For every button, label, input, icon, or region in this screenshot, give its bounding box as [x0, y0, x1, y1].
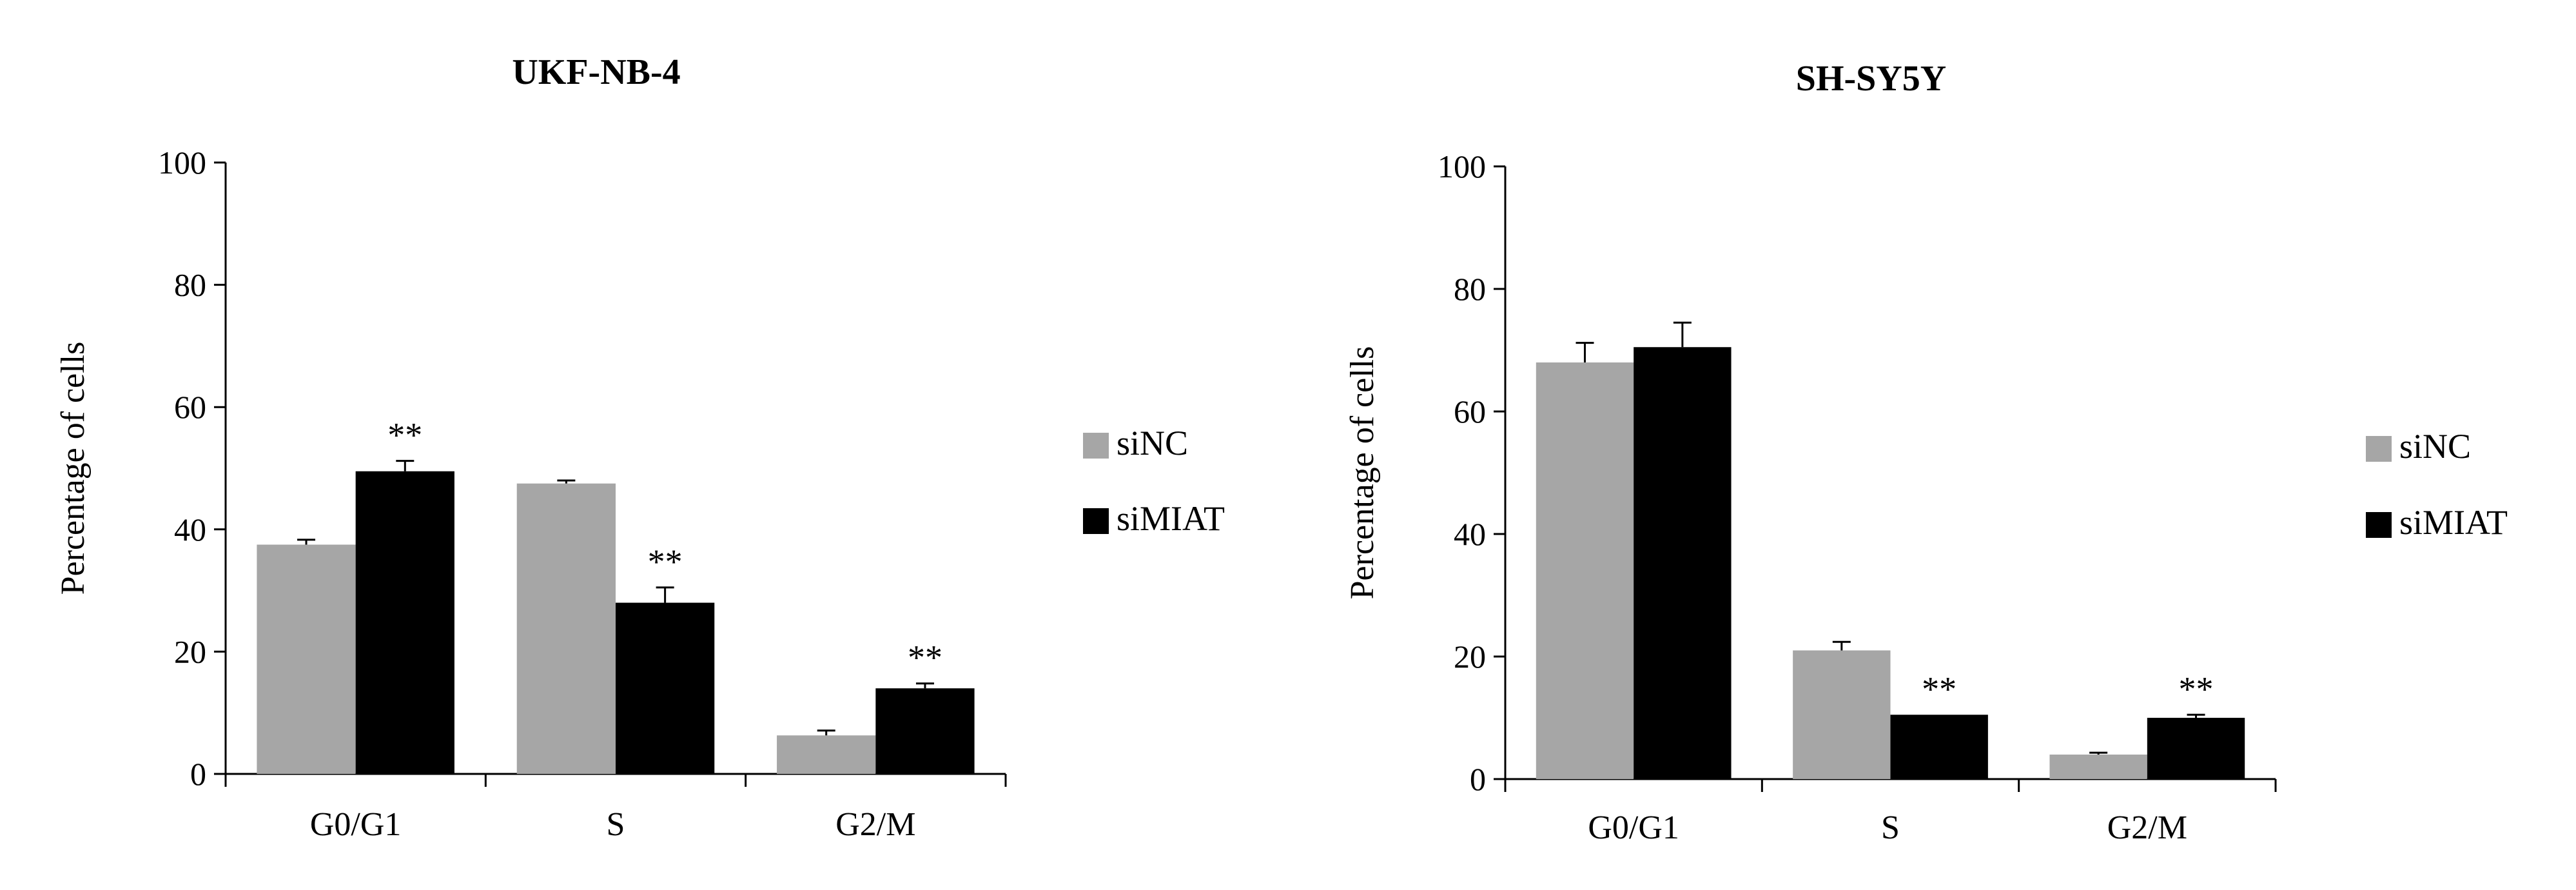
legend-swatch-simiat — [2366, 512, 2392, 538]
y-tick-label: 0 — [190, 756, 206, 792]
y-tick-label: 20 — [174, 633, 206, 669]
chart-title: SH-SY5Y — [1796, 59, 1946, 99]
bar-simiat — [616, 602, 715, 774]
legend-label-sinc: siNC — [2399, 427, 2471, 466]
y-tick-label: 60 — [174, 389, 206, 425]
significance-marker: ** — [387, 416, 422, 455]
legend-swatch-sinc — [1083, 433, 1109, 459]
bar-sinc — [1793, 650, 1891, 779]
x-tick-label: S — [1881, 809, 1900, 846]
y-tick-label: 20 — [1454, 638, 1486, 675]
significance-marker: ** — [1922, 669, 1956, 708]
y-tick-label: 60 — [1454, 393, 1486, 430]
chart-title: UKF-NB-4 — [512, 52, 680, 92]
legend-swatch-simiat — [1083, 508, 1109, 534]
bar-simiat — [875, 688, 975, 774]
legend-swatch-sinc — [2366, 436, 2392, 462]
bar-sinc — [777, 735, 876, 774]
x-tick-label: G2/M — [835, 806, 915, 843]
bar-sinc — [516, 483, 616, 774]
y-axis-label: Percentage of cells — [1344, 346, 1381, 600]
chart-sh-sy5y: SH-SY5Y 0 20 40 60 80 100 G0/G1 S G2/M Percentage … — [1344, 59, 2508, 846]
bar-sinc — [2049, 755, 2147, 779]
y-axis-label: Percentage of cells — [55, 342, 92, 595]
significance-marker: ** — [908, 638, 942, 677]
significance-marker: ** — [2179, 669, 2214, 708]
y-tick-label: 40 — [174, 511, 206, 548]
bar-simiat — [1890, 715, 1988, 779]
legend-label-simiat: siMIAT — [1117, 499, 1225, 538]
y-tick-label: 80 — [1454, 271, 1486, 307]
x-tick-label: S — [607, 806, 625, 843]
bar-simiat — [355, 471, 454, 774]
y-tick-label: 40 — [1454, 516, 1486, 552]
bar-simiat — [2147, 718, 2245, 779]
y-tick-label: 80 — [174, 267, 206, 303]
legend-label-simiat: siMIAT — [2399, 503, 2508, 542]
x-tick-label: G0/G1 — [310, 806, 402, 843]
bar-sinc — [1536, 362, 1634, 779]
legend-label-sinc: siNC — [1117, 424, 1188, 462]
chart-ukf-nb-4: UKF-NB-4 0 20 40 60 80 100 G0/G1 S G2/M Percentage… — [55, 52, 1225, 843]
significance-marker: ** — [648, 542, 683, 581]
x-tick-label: G2/M — [2107, 809, 2187, 846]
bar-sinc — [257, 544, 356, 774]
y-tick-label: 0 — [1470, 761, 1486, 797]
y-tick-label: 100 — [158, 144, 206, 181]
y-tick-label: 100 — [1438, 148, 1486, 184]
x-tick-label: G0/G1 — [1588, 809, 1679, 846]
bar-simiat — [1634, 347, 1732, 779]
